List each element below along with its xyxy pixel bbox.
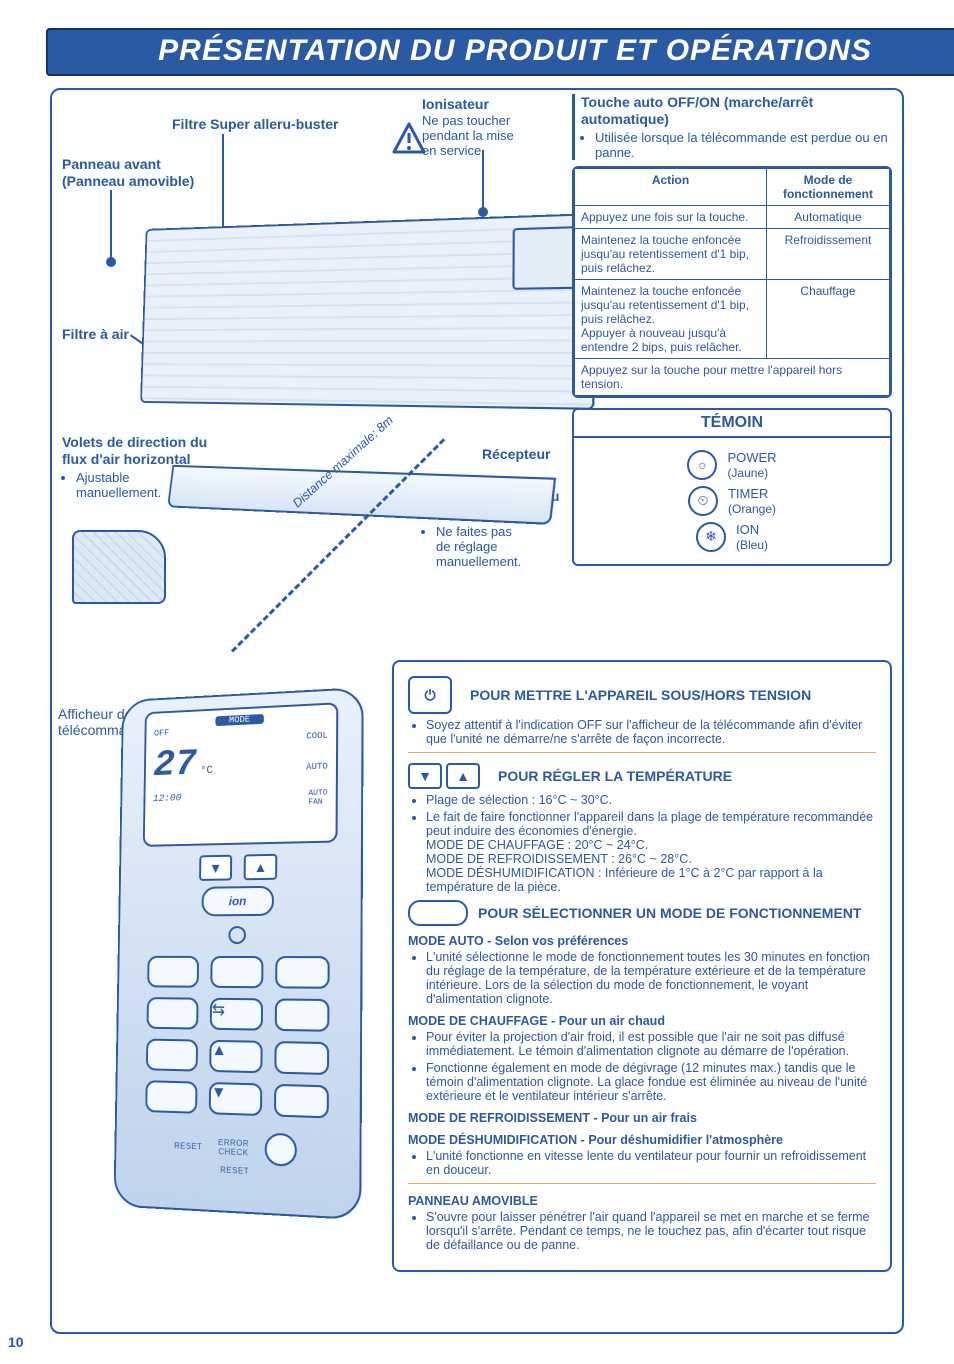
check-button <box>265 1133 298 1167</box>
power-heading: ⏻ POUR METTRE L'APPAREIL SOUS/HORS TENSI… <box>408 676 876 714</box>
warning-icon <box>392 122 426 156</box>
ioniser-callout: Ionisateur Ne pas toucher pendant la mis… <box>422 96 582 158</box>
operations-box: ⏻ POUR METTRE L'APPAREIL SOUS/HORS TENSI… <box>392 660 892 1272</box>
table-row: Maintenez la touche enfoncée jusqu'au re… <box>575 228 890 279</box>
divider <box>408 1183 876 1184</box>
power-led-icon: ○ <box>687 450 717 480</box>
led-row: ⏲ TIMER(Orange) <box>578 486 886 516</box>
indicator-panel: TÉMOIN ○ POWER(Jaune) ⏲ TIMER(Orange) ❄ … <box>572 408 892 566</box>
timer-led-icon: ⏲ <box>688 486 718 516</box>
power-button-icon: ⏻ <box>408 676 452 714</box>
content-frame: Ionisateur Ne pas toucher pendant la mis… <box>50 88 904 1334</box>
ion-button: ion <box>202 886 275 917</box>
table-row: Appuyez une fois sur la touche. Automati… <box>575 205 890 228</box>
auto-off-on-section: Touche auto OFF/ON (marche/arrêt automat… <box>572 94 892 566</box>
manual-adjust-icon <box>72 530 166 604</box>
temp-up-icon: ▲ <box>244 854 278 880</box>
ion-led-icon: ❄ <box>696 522 726 552</box>
filter-super-label: Filtre Super alleru-buster <box>172 116 338 133</box>
air-filter-label: Filtre à air <box>62 326 129 343</box>
auto-off-on-title: Touche auto OFF/ON (marche/arrêt automat… <box>581 94 892 128</box>
up-icon: ▲ <box>446 763 480 789</box>
power-icon <box>228 926 246 944</box>
temp-down-icon: ▼ <box>199 855 232 881</box>
temperature-heading: ▼ ▲ POUR RÉGLER LA TEMPÉRATURE <box>408 763 876 789</box>
table-row: Maintenez la touche enfoncée jusqu'au re… <box>575 279 890 358</box>
pointer-line <box>482 150 484 210</box>
page-number: 10 <box>8 1334 24 1350</box>
led-row: ❄ ION(Bleu) <box>578 522 886 552</box>
action-table: Action Mode de fonctionnement Appuyez un… <box>574 168 890 396</box>
page-title-banner: PRÉSENTATION DU PRODUIT ET OPÉRATIONS <box>46 28 954 76</box>
remote-control-diagram: MODE OFF COOL 27 °C AUTO 12:00 AUTO FAN … <box>113 687 363 1220</box>
front-panel-label: Panneau avant (Panneau amovible) <box>62 156 194 190</box>
down-icon: ▼ <box>408 763 442 789</box>
pointer-line <box>110 190 112 260</box>
ioniser-title: Ionisateur <box>422 96 582 113</box>
led-row: ○ POWER(Jaune) <box>578 450 886 480</box>
mode-heading: POUR SÉLECTIONNER UN MODE DE FONCTIONNEM… <box>408 900 876 926</box>
divider <box>408 752 876 753</box>
table-row: Appuyez sur la touche pour mettre l'appa… <box>575 358 890 395</box>
